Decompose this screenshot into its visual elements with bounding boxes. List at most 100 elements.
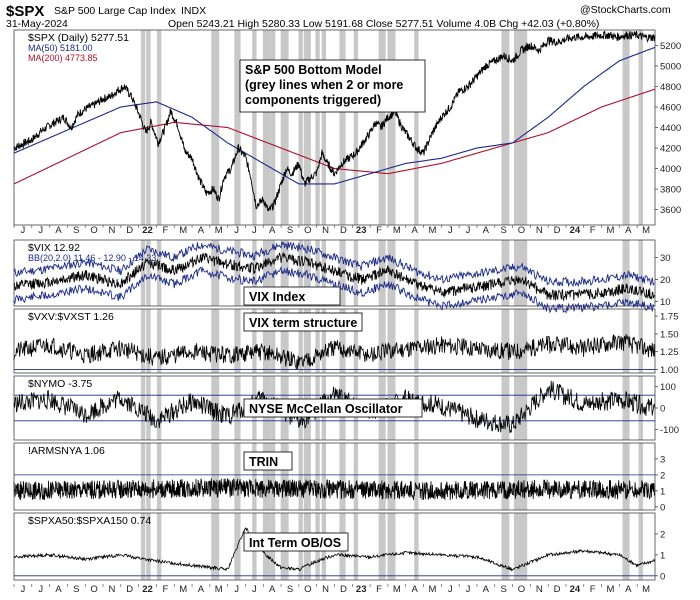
series-ma200	[13, 88, 656, 185]
xtick-label-1-9: M	[179, 584, 187, 595]
annotation-text-spx-1: (grey lines when 2 or more	[245, 78, 403, 92]
ytick-label-nymo-2: 100	[660, 382, 676, 393]
grey-band-24-panel-5	[391, 513, 396, 580]
annotation-box-nymo	[243, 398, 423, 418]
grey-band-26-panel-4	[501, 443, 506, 510]
xtick-label-0-27: S	[500, 225, 506, 236]
ytick-label-spx-7: 5000	[660, 61, 681, 72]
grey-band-28-panel-0	[513, 30, 519, 225]
grey-band-28-panel-4	[513, 443, 519, 510]
header: $SPX S&P 500 Large Cap Index INDX @Stock…	[6, 3, 671, 30]
legend-obos-0: $SPXA50:$SPXA150 0.74	[28, 515, 151, 527]
grey-band-24-panel-1	[391, 240, 396, 306]
ohlc-summary: Open 5243.21 High 5280.33 Low 5191.68 Cl…	[168, 18, 599, 30]
grey-band-0-panel-2	[140, 309, 146, 373]
grey-band-12-panel-4	[284, 443, 289, 510]
grey-band-17-panel-1	[321, 240, 327, 306]
xtick-label-1-3: S	[73, 584, 79, 595]
x-axis-layer: J J A S O N D 22 F M A M J J A S O N D 23 F M A M J J A S O N D 24 F M A MJ…	[13, 225, 650, 595]
xtick-label-1-6: D	[126, 584, 133, 595]
xtick-label-0-23: M	[428, 225, 436, 236]
grey-band-0-panel-1	[140, 240, 146, 306]
xtick-label-1-12: J	[234, 584, 239, 595]
grey-band-33-panel-0	[625, 30, 630, 225]
grey-band-27-panel-5	[505, 513, 510, 580]
ytick-label-spx-3: 4200	[660, 144, 681, 155]
ytick-label-spx-2: 4000	[660, 164, 681, 175]
grey-band-13-panel-0	[298, 30, 303, 225]
exchange-label: INDX	[181, 5, 206, 17]
xtick-label-0-30: D	[554, 225, 561, 236]
xtick-label-1-4: O	[90, 584, 97, 595]
grey-band-14-panel-0	[303, 30, 309, 225]
annotation-text-vix-0: VIX Index	[249, 290, 305, 304]
ytick-label-spx-0: 3600	[660, 205, 681, 216]
grey-band-33-panel-5	[625, 513, 630, 580]
xtick-label-0-34: A	[625, 225, 632, 236]
grey-band-7-panel-4	[252, 443, 257, 510]
grey-band-11-panel-0	[280, 30, 286, 225]
ytick-label-trin-2: 2	[660, 470, 665, 481]
grey-band-26-panel-2	[501, 309, 506, 373]
xtick-label-0-7: 22	[142, 225, 153, 236]
ytick-label-trin-1: 1	[660, 486, 665, 497]
grey-band-16-panel-0	[315, 30, 320, 225]
xtick-label-0-31: 24	[570, 225, 581, 236]
panel-nymo: -100 0 100 $NYMO -3.75 NYSE McCellan Oscilla…	[13, 375, 679, 441]
grey-band-8-panel-4	[262, 443, 268, 510]
grey-band-16-panel-2	[315, 309, 320, 373]
grey-band-19-panel-1	[341, 240, 346, 306]
series-obos	[13, 527, 655, 572]
grey-band-2-panel-2	[156, 309, 162, 373]
grey-band-25-panel-2	[414, 309, 419, 373]
grey-band-20-panel-4	[353, 443, 359, 510]
grey-band-7-panel-2	[252, 309, 257, 373]
series-ma50	[13, 46, 656, 185]
ytick-label-vxv-3: 1.75	[660, 312, 679, 323]
grey-band-32-panel-0	[622, 30, 627, 225]
grey-band-15-panel-4	[306, 443, 311, 510]
date-label: 31-May-2024	[6, 18, 68, 30]
grey-band-17-panel-4	[321, 443, 327, 510]
grey-band-25-panel-0	[414, 30, 419, 225]
series-trin	[13, 478, 655, 501]
ytick-label-spx-4: 4400	[660, 123, 681, 134]
xtick-label-1-11: M	[215, 584, 223, 595]
watermark: @StockCharts.com	[580, 4, 671, 16]
grey-band-9-panel-2	[266, 309, 271, 373]
annotation-box-trin	[243, 451, 293, 471]
grey-band-1-panel-2	[146, 309, 151, 373]
series-nymo	[13, 380, 655, 434]
grey-band-13-panel-4	[298, 443, 303, 510]
grey-band-3-panel-3	[211, 376, 216, 440]
grey-band-34-panel-0	[638, 30, 643, 225]
xtick-label-0-4: O	[90, 225, 97, 236]
annotation-box-spx	[239, 59, 426, 113]
annotation-text-spx-2: components triggered)	[245, 93, 381, 107]
grey-band-15-panel-1	[306, 240, 311, 306]
grey-band-3-panel-5	[211, 513, 216, 580]
grey-band-28-panel-1	[513, 240, 519, 306]
grey-band-8-panel-1	[262, 240, 268, 306]
annotation-text-nymo-0: NYSE McCellan Oscillator	[249, 402, 403, 416]
xtick-label-1-25: J	[466, 584, 471, 595]
xtick-label-0-35: M	[642, 225, 650, 236]
ytick-label-spx-1: 3800	[660, 185, 681, 196]
grey-band-26-panel-5	[501, 513, 506, 580]
grey-band-26-panel-0	[501, 30, 506, 225]
xtick-label-0-14: A	[269, 225, 276, 236]
panel-obos: 0 1 2 $SPXA50:$SPXA150 0.74 Int Term OB/OS	[13, 512, 665, 582]
xtick-label-1-14: A	[269, 584, 276, 595]
grey-band-29-panel-1	[517, 240, 522, 306]
ytick-label-obos-2: 2	[660, 529, 665, 540]
grey-band-0-panel-4	[140, 443, 146, 510]
panel-frame-vxv	[13, 308, 656, 374]
xtick-label-0-15: S	[287, 225, 293, 236]
xtick-label-1-13: J	[252, 584, 257, 595]
xtick-label-0-22: A	[411, 225, 418, 236]
grey-band-25-panel-4	[414, 443, 419, 510]
legend-vix-1: BB(20,2.0) 11.46 - 12.90 - 14.33	[28, 253, 156, 263]
grey-band-0-panel-3	[140, 376, 146, 440]
xtick-label-0-24: J	[448, 225, 453, 236]
panel-spx: 3600 3800 4000 4200 4400 4600 4800 5000 5200 $SPX…	[13, 29, 681, 226]
